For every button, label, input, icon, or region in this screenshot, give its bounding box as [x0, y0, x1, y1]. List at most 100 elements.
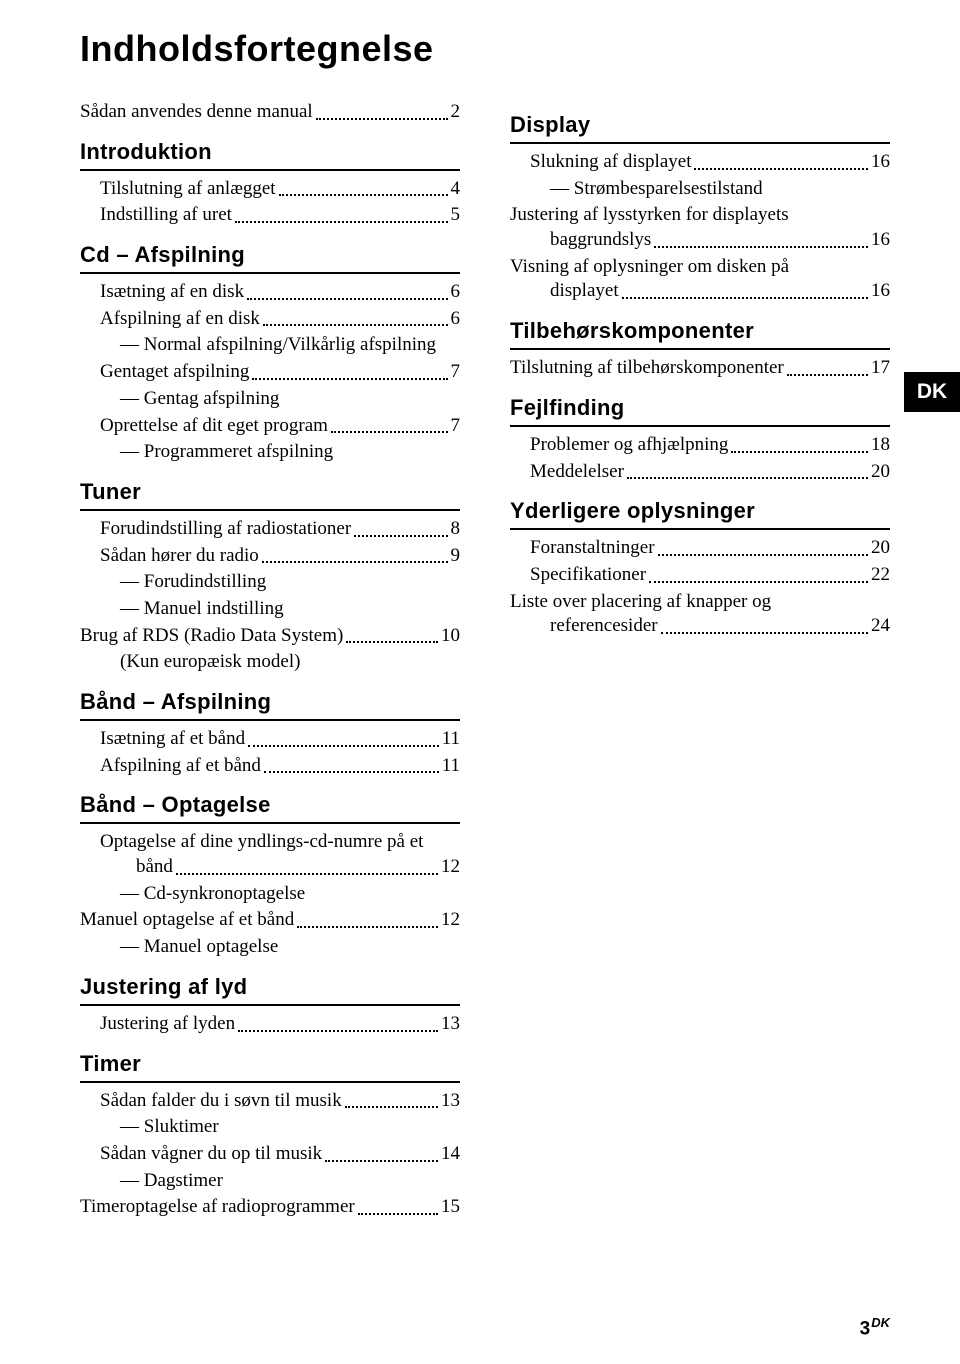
- toc-subentry: — Programmeret afspilning: [80, 440, 460, 465]
- toc-entry-label: Forudindstilling af radiostationer: [100, 517, 351, 542]
- toc-section-title: Tilbehørskomponenter: [510, 318, 890, 350]
- toc-page: 11: [442, 727, 460, 752]
- toc-section-title: Introduktion: [80, 139, 460, 171]
- toc-entry-label: Specifikationer: [530, 563, 646, 588]
- toc-dots: [649, 581, 868, 583]
- toc-entry-label: Afspilning af en disk: [100, 307, 260, 332]
- toc-page: 10: [441, 624, 460, 649]
- toc-page: 16: [871, 150, 890, 175]
- toc-entry-cont: baggrundslys 16: [510, 228, 890, 253]
- toc-entry-label: displayet: [550, 279, 619, 304]
- toc-entry: Manuel optagelse af et bånd 12: [80, 908, 460, 933]
- toc-entry-label: Brug af RDS (Radio Data System): [80, 624, 343, 649]
- toc-dots: [694, 168, 868, 170]
- toc-dots: [262, 561, 448, 563]
- toc-entry-line1: Optagelse af dine yndlings-cd-numre på e…: [80, 830, 460, 855]
- toc-section-title: Timer: [80, 1051, 460, 1083]
- toc-entry: Indstilling af uret5: [80, 203, 460, 228]
- toc-subentry: — Forudindstilling: [80, 570, 460, 595]
- toc-entry-label: Isætning af et bånd: [100, 727, 245, 752]
- toc-subentry: — Dagstimer: [80, 1169, 460, 1194]
- toc-page: 14: [441, 1142, 460, 1167]
- toc-entry-line1: Liste over placering af knapper og: [510, 590, 890, 615]
- toc-entry-label: baggrundslys: [550, 228, 651, 253]
- toc-page: 13: [441, 1012, 460, 1037]
- toc-page: 12: [441, 855, 460, 880]
- toc-dots: [247, 298, 447, 300]
- toc-entry-label: Tilslutning af anlægget: [100, 177, 276, 202]
- toc-entry: Gentaget afspilning7: [80, 360, 460, 385]
- toc-dots: [297, 926, 438, 928]
- toc-page: 2: [451, 100, 461, 125]
- toc-entry: Brug af RDS (Radio Data System) 10: [80, 624, 460, 649]
- toc-dots: [279, 194, 448, 196]
- toc-page: 16: [871, 279, 890, 304]
- toc-dots: [622, 297, 868, 299]
- toc-entry-cont: referencesider24: [510, 614, 890, 639]
- toc-entry: Problemer og afhjælpning18: [510, 433, 890, 458]
- toc-dots: [176, 873, 438, 875]
- toc-section-title: Yderligere oplysninger: [510, 498, 890, 530]
- toc-subentry: — Strømbesparelsestilstand: [510, 177, 890, 202]
- page-footer: 3DK: [860, 1315, 890, 1340]
- toc-page: 6: [451, 280, 461, 305]
- toc-section-title: Cd – Afspilning: [80, 242, 460, 274]
- toc-page: 20: [871, 536, 890, 561]
- toc-dots: [661, 632, 868, 634]
- toc-entry: Meddelelser 20: [510, 460, 890, 485]
- toc-entry-label: Timeroptagelse af radioprogrammer: [80, 1195, 355, 1220]
- toc-subentry: — Sluktimer: [80, 1115, 460, 1140]
- toc-entry-label: Problemer og afhjælpning: [530, 433, 728, 458]
- toc-page: 16: [871, 228, 890, 253]
- toc-page: 7: [451, 360, 461, 385]
- toc-entry-cont: bånd12: [80, 855, 460, 880]
- toc-entry: Forudindstilling af radiostationer 8: [80, 517, 460, 542]
- toc-entry-label: Justering af lyden: [100, 1012, 235, 1037]
- toc-entry-label: Sådan falder du i søvn til musik: [100, 1089, 342, 1114]
- toc-page: 15: [441, 1195, 460, 1220]
- toc-dots: [346, 641, 438, 643]
- toc-entry-label: Sådan anvendes denne manual: [80, 100, 313, 125]
- toc-page: 17: [871, 356, 890, 381]
- toc-entry-line1: Justering af lysstyrken for displayets: [510, 203, 890, 228]
- toc-entry: Foranstaltninger 20: [510, 536, 890, 561]
- toc-dots: [264, 771, 439, 773]
- toc-entry: Tilslutning af anlægget4: [80, 177, 460, 202]
- toc-page: 12: [441, 908, 460, 933]
- toc-entry: Afspilning af en disk6: [80, 307, 460, 332]
- toc-section-title: Bånd – Afspilning: [80, 689, 460, 721]
- toc-dots: [787, 374, 868, 376]
- toc-entry-label: Meddelelser: [530, 460, 624, 485]
- toc-page: 24: [871, 614, 890, 639]
- toc-entry-label: Oprettelse af dit eget program: [100, 414, 328, 439]
- toc-dots: [238, 1030, 438, 1032]
- toc-entry-label: Sådan hører du radio: [100, 544, 259, 569]
- toc-subentry: — Gentag afspilning: [80, 387, 460, 412]
- toc-left-column: Sådan anvendes denne manual 2 Introduktion…: [80, 98, 460, 1222]
- toc-dots: [731, 451, 868, 453]
- toc-page: 20: [871, 460, 890, 485]
- toc-entry: Specifikationer 22: [510, 563, 890, 588]
- toc-entry: Afspilning af et bånd11: [80, 754, 460, 779]
- toc-entry: Tilslutning af tilbehørskomponenter 17: [510, 356, 890, 381]
- toc-entry: Oprettelse af dit eget program7: [80, 414, 460, 439]
- toc-entry-label: Isætning af en disk: [100, 280, 244, 305]
- toc-entry-label: Manuel optagelse af et bånd: [80, 908, 294, 933]
- toc-entry: Justering af lyden 13: [80, 1012, 460, 1037]
- language-tab: DK: [904, 372, 960, 412]
- toc-entry-label: Foranstaltninger: [530, 536, 655, 561]
- toc-entry: Sådan hører du radio 9: [80, 544, 460, 569]
- toc-entry: Sådan anvendes denne manual 2: [80, 100, 460, 125]
- toc-page: 9: [451, 544, 461, 569]
- toc-dots: [627, 477, 868, 479]
- toc-entry: Timeroptagelse af radioprogrammer 15: [80, 1195, 460, 1220]
- toc-page: 13: [441, 1089, 460, 1114]
- toc-dots: [654, 246, 868, 248]
- toc-entry-label: Sådan vågner du op til musik: [100, 1142, 322, 1167]
- toc-page: 8: [451, 517, 461, 542]
- toc-entry-label: Tilslutning af tilbehørskomponenter: [510, 356, 784, 381]
- page-number: 3: [860, 1318, 871, 1339]
- toc-page: 22: [871, 563, 890, 588]
- page-title: Indholdsfortegnelse: [80, 28, 890, 70]
- toc-section-title: Justering af lyd: [80, 974, 460, 1006]
